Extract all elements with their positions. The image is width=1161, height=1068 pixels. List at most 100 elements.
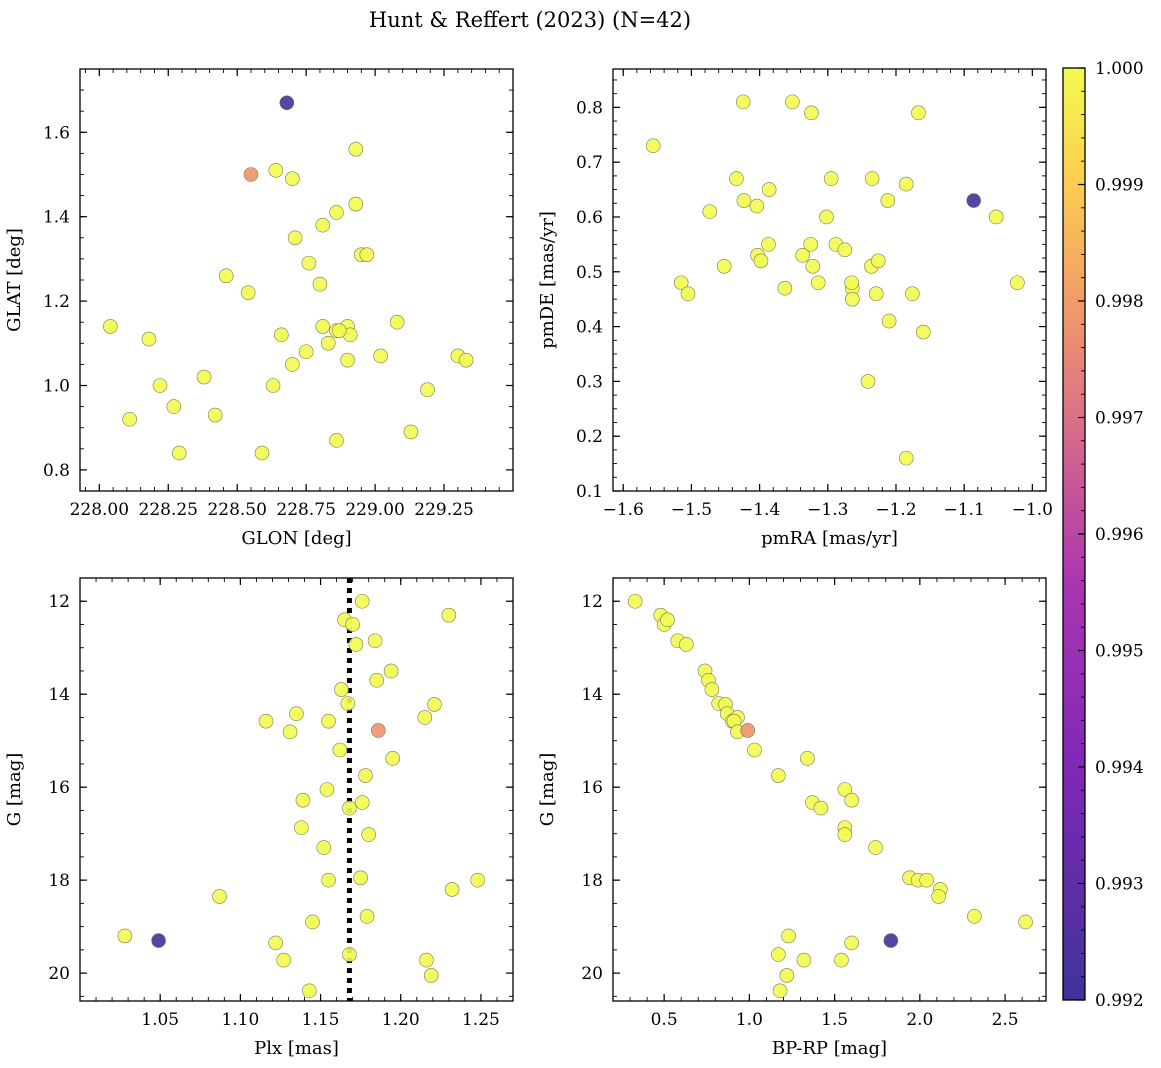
data-point [919, 872, 934, 888]
y-axis-label: pmDE [mas/yr] [537, 211, 558, 349]
y-tick-label: 18 [581, 871, 603, 891]
data-point [868, 286, 884, 302]
data-point [122, 411, 137, 427]
data-point [880, 193, 896, 208]
data-point [736, 193, 752, 208]
data-point [680, 286, 696, 302]
data-point [254, 445, 270, 461]
data-point [369, 672, 384, 688]
data-point [931, 889, 946, 904]
data-point [702, 204, 718, 219]
x-axis-label: GLON [deg] [241, 528, 351, 549]
y-tick-label: 14 [581, 685, 603, 705]
data-point [370, 723, 386, 738]
data-point [870, 253, 886, 269]
data-point [777, 280, 793, 296]
data-point [268, 162, 284, 178]
panel-3: 1.05 1.10 1.15 1.20 1.25 12 14 16 18 20 Plx [mas] G… [4, 577, 514, 1059]
data-point [796, 952, 812, 968]
y-axis-label: GLAT [deg] [4, 228, 25, 332]
axes-frame [612, 577, 1047, 1002]
x-tick-label: −1.0 [1012, 500, 1053, 520]
x-tick-label: 228.50 [207, 500, 266, 520]
data-point [361, 827, 376, 842]
data-point [321, 872, 336, 888]
data-point [420, 382, 435, 398]
data-point [315, 319, 331, 334]
x-tick-label: 0.5 [651, 1010, 678, 1030]
data-point [771, 947, 786, 962]
data-point [117, 928, 133, 944]
data-point [265, 378, 281, 393]
data-point [704, 682, 720, 697]
data-point [716, 258, 732, 274]
x-axis-label: pmRA [mas/yr] [761, 528, 898, 549]
data-point [353, 870, 368, 886]
y-axis-label: G [mag] [537, 753, 558, 826]
data-point [367, 633, 383, 649]
x-tick-label: 2.5 [992, 1010, 1019, 1030]
y-tick-label: 0.6 [576, 208, 603, 228]
colorbar-tick-label: 0.993 [1095, 875, 1144, 895]
data-point [417, 710, 433, 725]
data-point [152, 378, 168, 393]
colorbar: 0.992 0.993 0.994 0.995 0.996 0.997 0.998 0.999… [1062, 59, 1144, 1011]
axes-frame [612, 68, 1047, 492]
data-point [679, 637, 694, 652]
data-point [342, 947, 357, 962]
data-point [321, 713, 336, 729]
data-point [319, 782, 335, 797]
colorbar-tick-label: 0.999 [1095, 176, 1144, 196]
data-point [967, 909, 982, 924]
data-point [860, 374, 876, 389]
x-tick-label: 1.10 [221, 1010, 259, 1030]
data-point [268, 935, 283, 951]
y-tick-label: 12 [581, 592, 603, 612]
data-point [673, 275, 689, 291]
x-tick-label: 228.25 [139, 500, 198, 520]
data-point [348, 196, 364, 212]
x-tick-label: 1.15 [302, 1010, 340, 1030]
x-tick-label: 1.25 [462, 1010, 500, 1030]
y-tick-label: 14 [48, 685, 70, 705]
x-tick-label: 1.0 [736, 1010, 763, 1030]
y-tick-label: 0.7 [576, 153, 603, 173]
data-point [837, 782, 853, 797]
data-point [403, 424, 419, 440]
data-point [243, 167, 259, 182]
y-tick-label: 1.2 [43, 292, 70, 312]
data-point [316, 840, 332, 855]
data-point [844, 792, 859, 808]
colorbar-tick-label: 0.997 [1095, 409, 1144, 429]
data-point [332, 742, 348, 758]
x-tick-label: 229.25 [414, 500, 473, 520]
data-point [470, 872, 486, 888]
data-point [207, 407, 223, 423]
data-point [844, 275, 859, 291]
data-point [196, 369, 212, 385]
data-point [258, 713, 274, 729]
x-tick-label: 1.5 [821, 1010, 848, 1030]
data-point [298, 344, 314, 360]
data-point [151, 933, 166, 948]
panel-4: 0.5 1.0 1.5 2.0 2.5 12 14 16 18 20 BP-RP [mag] G [m… [537, 577, 1047, 1059]
data-point [444, 882, 460, 897]
data-point [301, 255, 317, 271]
data-point [282, 724, 298, 740]
data-point [898, 176, 914, 192]
data-point [761, 182, 777, 197]
x-tick-label: −1.6 [603, 500, 644, 520]
x-axis-label: BP-RP [mag] [772, 1038, 887, 1059]
axes-frame [79, 68, 514, 492]
data-point [837, 827, 853, 842]
data-point [753, 253, 769, 269]
x-tick-label: −1.5 [671, 500, 712, 520]
data-point [427, 697, 442, 712]
y-tick-label: 0.5 [576, 263, 603, 283]
colorbar-tick-label: 0.996 [1095, 525, 1144, 545]
x-tick-label: 2.0 [906, 1010, 933, 1030]
data-point [805, 258, 821, 274]
data-point [340, 352, 355, 368]
data-point [305, 914, 320, 930]
